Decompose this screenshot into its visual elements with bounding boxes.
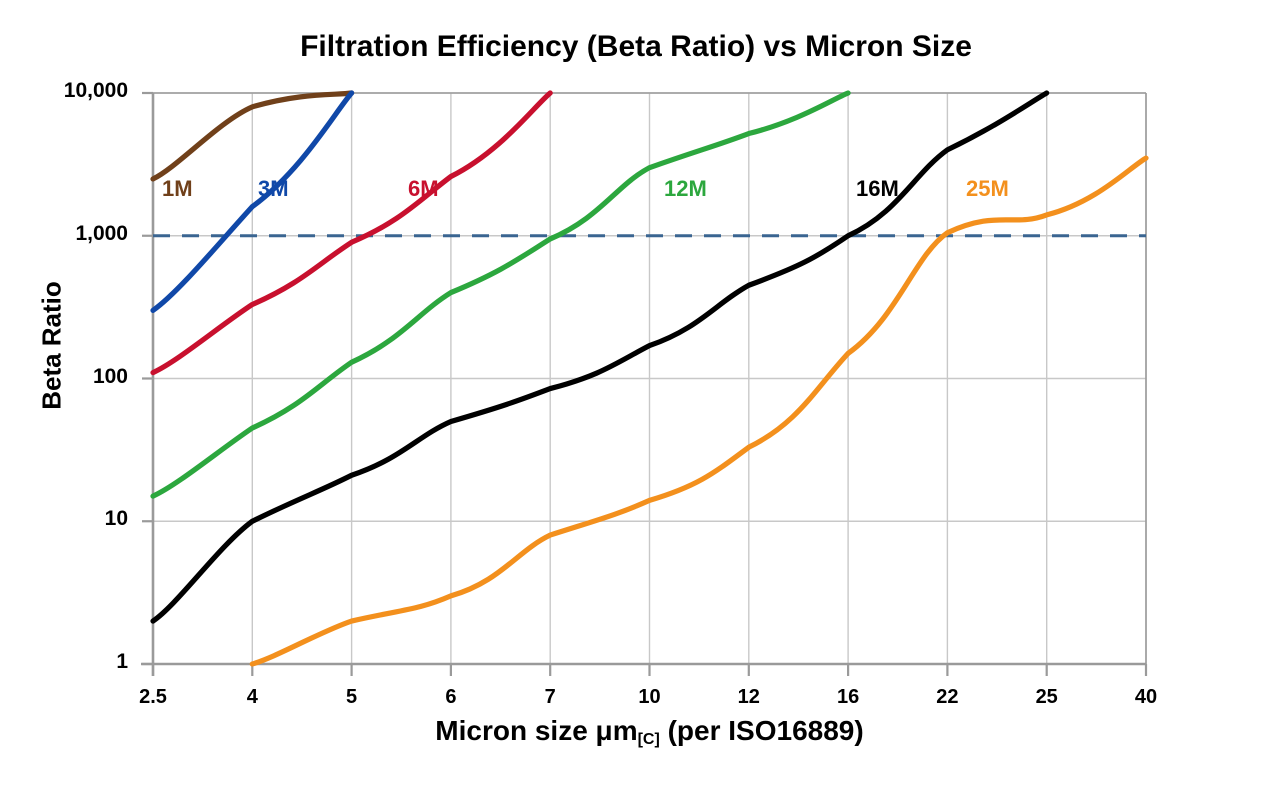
- x-tick-label: 6: [445, 686, 457, 708]
- series-label-16m: 16M: [856, 176, 899, 201]
- x-tick-label: 22: [936, 686, 959, 708]
- y-tick-label: 100: [92, 364, 128, 388]
- y-tick-label: 1,000: [75, 221, 128, 245]
- series-curve-6m: [150, 90, 553, 376]
- series-curve-16m: [150, 90, 1050, 624]
- y-tick-label: 10,000: [63, 79, 128, 102]
- x-tick-label: 4: [246, 686, 258, 708]
- series-curve-1m: [150, 90, 355, 182]
- series-curve-12m: [150, 90, 851, 499]
- x-axis-title-tail: (per ISO16889): [659, 715, 864, 746]
- chart-title: Filtration Efficiency (Beta Ratio) vs Mi…: [300, 30, 972, 63]
- x-tick-label: 10: [638, 686, 661, 708]
- series-label-3m: 3M: [258, 176, 289, 201]
- x-axis-title: Micron size μm[C] (per ISO16889): [153, 715, 1146, 749]
- x-axis-title-main: Micron size μm: [435, 715, 638, 746]
- series-label-1m: 1M: [162, 176, 193, 201]
- x-tick-label: 40: [1134, 686, 1158, 708]
- x-axis-title-subscript: [C]: [637, 731, 660, 748]
- x-tick-label: 2.5: [139, 686, 167, 708]
- x-tick-label: 12: [737, 686, 760, 708]
- x-tick-label: 5: [346, 686, 358, 708]
- series-label-25m: 25M: [966, 176, 1009, 201]
- series-curve-3m: [150, 90, 355, 313]
- y-tick-label: 10: [104, 507, 128, 531]
- x-tick-label: 16: [836, 686, 860, 708]
- y-tick-label: 1: [116, 650, 128, 673]
- series-label-6m: 6M: [408, 176, 439, 201]
- x-tick-label: 7: [544, 686, 556, 708]
- x-tick-label: 25: [1035, 686, 1058, 708]
- series-label-12m: 12M: [664, 176, 707, 201]
- series-curve-25m: [249, 155, 1149, 667]
